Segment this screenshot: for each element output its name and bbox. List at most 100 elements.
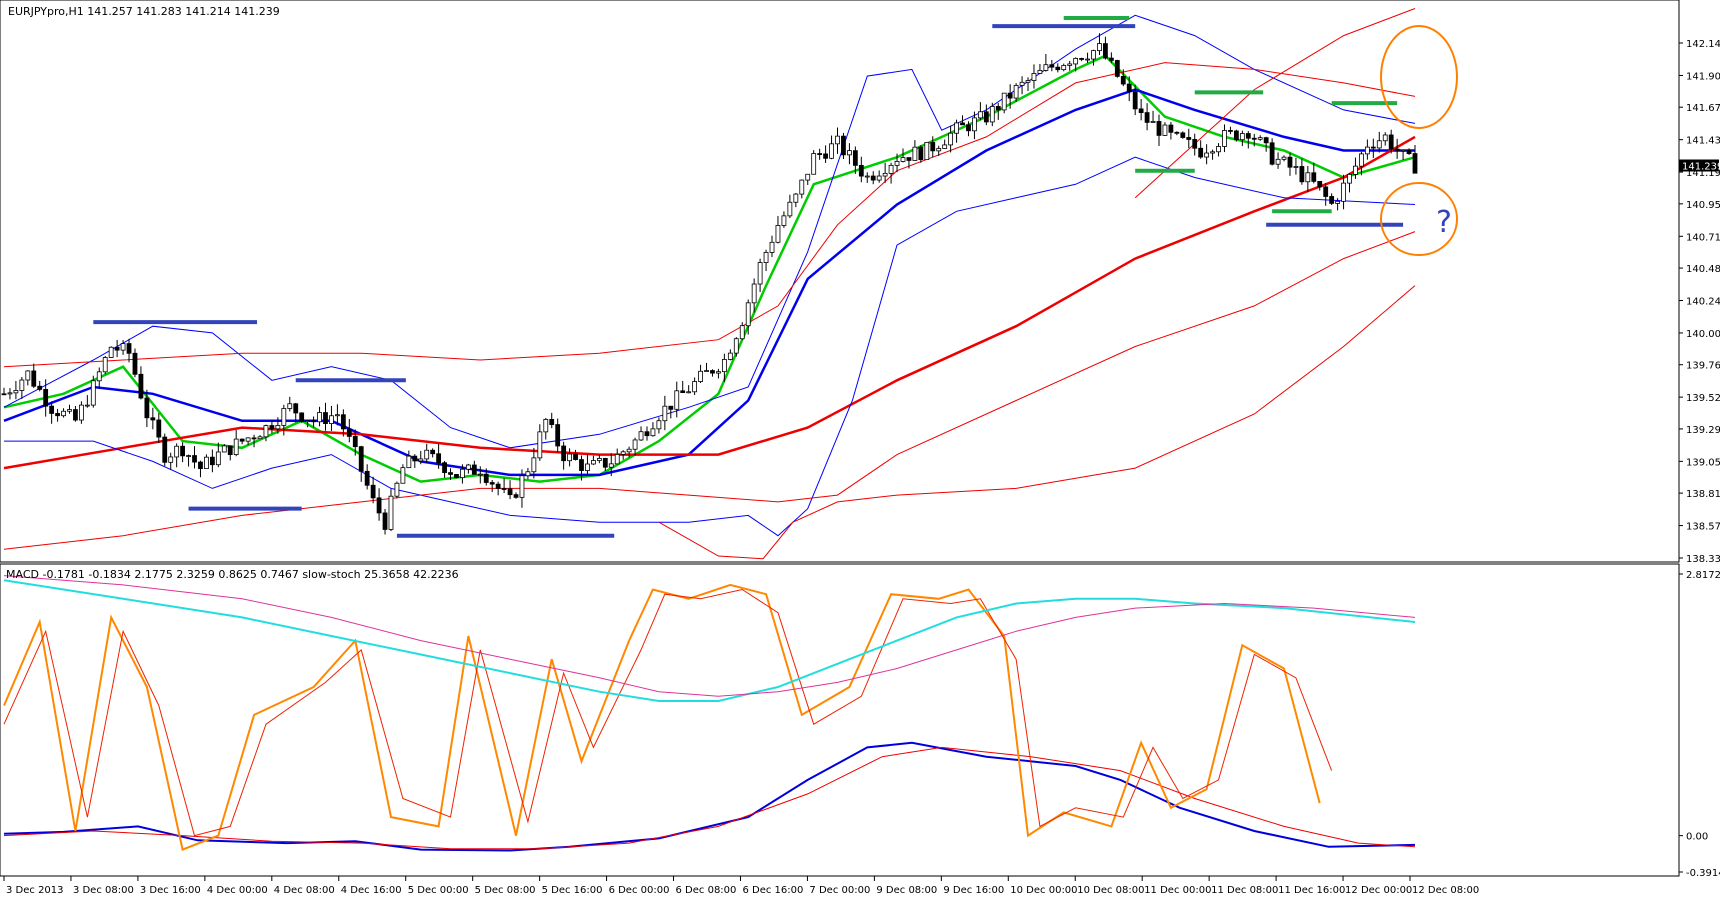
candle xyxy=(1067,60,1073,71)
candle xyxy=(745,299,751,335)
time-tick-label: 11 Dec 00:00 xyxy=(1144,885,1211,896)
time-tick-label: 5 Dec 00:00 xyxy=(408,885,469,896)
candle xyxy=(894,153,900,173)
candle xyxy=(823,145,828,163)
candle xyxy=(269,420,275,434)
time-tick-label: 11 Dec 08:00 xyxy=(1211,885,1278,896)
candle xyxy=(150,407,156,430)
candle xyxy=(1382,132,1388,146)
candle xyxy=(1269,138,1275,166)
candle xyxy=(358,445,364,482)
candle xyxy=(126,338,132,363)
candle xyxy=(710,369,715,377)
annotation-circle-bottom xyxy=(1380,182,1458,256)
series-line-2 xyxy=(3,135,1416,470)
candle xyxy=(1168,122,1174,140)
candle xyxy=(1359,151,1364,176)
candle xyxy=(680,380,686,394)
candle xyxy=(1364,139,1370,160)
candle xyxy=(1180,131,1186,139)
candle xyxy=(156,413,162,444)
candle xyxy=(55,408,60,422)
price-panel[interactable]: EURJPYpro,H1 141.257 141.283 141.214 141… xyxy=(0,0,1680,563)
annotation-circle-top xyxy=(1380,25,1458,129)
annotations: ? xyxy=(1380,25,1458,256)
candle xyxy=(721,353,727,382)
indicator-line-5 xyxy=(3,575,1416,697)
candle xyxy=(1370,138,1376,158)
candle xyxy=(7,388,13,400)
candle xyxy=(698,364,703,384)
candle xyxy=(924,141,930,161)
price-tick-label: 141.430 xyxy=(1686,136,1720,147)
candle xyxy=(394,481,400,499)
candle xyxy=(281,404,287,436)
candle xyxy=(1079,57,1084,62)
candle xyxy=(1245,131,1251,149)
time-tick-label: 12 Dec 08:00 xyxy=(1412,885,1479,896)
candle xyxy=(114,339,120,358)
candle xyxy=(1091,49,1096,66)
candle xyxy=(1043,53,1049,72)
candle xyxy=(465,463,471,474)
candle xyxy=(1287,152,1293,176)
candle xyxy=(1162,122,1168,137)
time-tick-label: 4 Dec 16:00 xyxy=(341,885,402,896)
candle xyxy=(1114,59,1120,78)
candle xyxy=(936,145,942,156)
candle xyxy=(912,140,918,161)
indicator-line-4 xyxy=(3,579,1416,702)
candle xyxy=(138,366,144,400)
price-tick-label: 138.815 xyxy=(1686,489,1720,500)
series-line-1 xyxy=(3,88,1415,477)
candle xyxy=(727,349,733,361)
indicator-panel[interactable]: MACD -0.1781 -0.1834 2.1775 2.3259 0.862… xyxy=(0,563,1680,877)
candle xyxy=(930,136,936,158)
candle xyxy=(596,454,602,464)
candle xyxy=(1174,131,1180,136)
candle xyxy=(799,179,805,199)
price-tick-label: 141.190 xyxy=(1686,168,1720,179)
price-tick-label: 139.050 xyxy=(1686,457,1720,468)
candle xyxy=(555,418,561,453)
candle xyxy=(906,157,912,169)
candle xyxy=(1400,149,1406,160)
price-axis: 142.145 141.905 141.670 141.430 141.190 140.9… xyxy=(1679,39,1720,565)
time-tick-label: 12 Dec 00:00 xyxy=(1345,885,1412,896)
candle xyxy=(942,139,948,149)
candle xyxy=(620,450,626,460)
candle xyxy=(305,420,311,428)
candle xyxy=(1347,172,1352,193)
candle xyxy=(90,375,96,408)
candle xyxy=(400,464,406,484)
series-line-3 xyxy=(3,14,1416,449)
candle xyxy=(275,417,281,434)
price-tick-label: 138.575 xyxy=(1686,522,1720,533)
candle xyxy=(1388,129,1394,154)
candle xyxy=(674,381,680,418)
candle xyxy=(168,452,174,470)
candle xyxy=(608,453,614,477)
candle xyxy=(31,363,37,388)
candle xyxy=(847,143,852,165)
candle xyxy=(287,396,293,412)
candle xyxy=(454,474,459,479)
candle xyxy=(811,150,817,175)
time-axis: 3 Dec 2013 3 Dec 08:00 3 Dec 16:00 4 Dec 00… xyxy=(3,876,1479,896)
indicator-line-3 xyxy=(3,588,1333,837)
question-mark: ? xyxy=(1436,205,1452,240)
candle xyxy=(174,443,180,468)
candle xyxy=(436,444,442,469)
price-tick-label: 140.715 xyxy=(1686,232,1720,243)
candle xyxy=(1031,64,1037,89)
candle xyxy=(1013,83,1019,102)
candle xyxy=(1257,135,1263,141)
candle xyxy=(1001,92,1007,114)
candle xyxy=(1216,143,1221,157)
candle xyxy=(1186,128,1192,149)
candle xyxy=(870,171,876,185)
candle xyxy=(900,148,906,163)
candle xyxy=(977,102,983,121)
time-tick-label: 3 Dec 08:00 xyxy=(73,885,134,896)
